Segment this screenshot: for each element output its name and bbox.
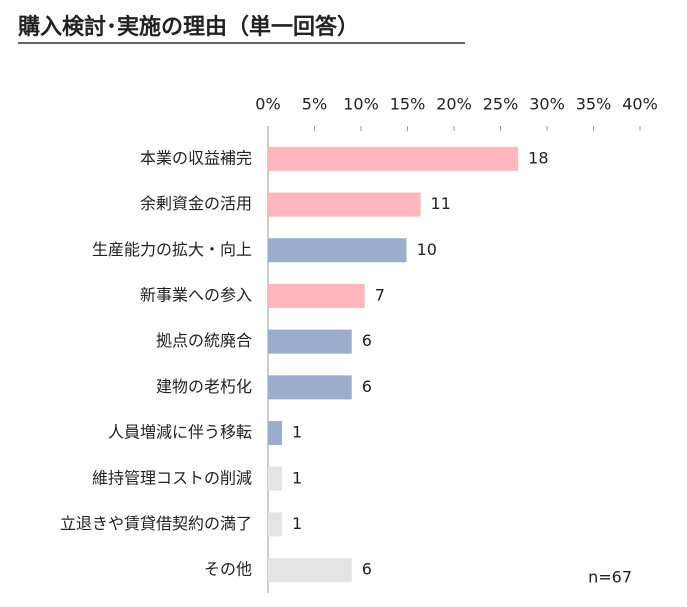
chart-title: 購入検討･実施の理由（単一回答）: [18, 14, 359, 40]
bar: [268, 375, 352, 400]
x-tick-label: 20%: [436, 95, 472, 114]
y-tick-label: 拠点の統廃合: [156, 331, 252, 350]
x-tick-label: 25%: [483, 95, 519, 114]
bar: [268, 192, 421, 217]
data-label: 11: [431, 194, 451, 213]
data-label: 1: [292, 514, 302, 533]
data-label: 6: [362, 331, 372, 350]
data-label: 7: [375, 285, 385, 304]
bar: [268, 466, 282, 491]
x-tick-label: 30%: [529, 95, 565, 114]
y-tick-label: 生産能力の拡大・向上: [92, 240, 252, 259]
y-tick-label: 人員増減に伴う移転: [108, 423, 252, 442]
y-tick-label: 維持管理コストの削減: [92, 468, 252, 487]
x-tick-label: 5%: [302, 95, 327, 114]
x-tick-label: 40%: [622, 95, 658, 114]
y-tick-label: 建物の老朽化: [156, 377, 252, 396]
bar: [268, 558, 352, 583]
x-tick-label: 35%: [576, 95, 612, 114]
data-label: 1: [292, 423, 302, 442]
y-tick-label: 新事業への参入: [140, 285, 252, 304]
bar: [268, 512, 282, 537]
bar: [268, 329, 352, 354]
data-label: 18: [528, 148, 548, 167]
x-tick-label: 0%: [255, 95, 280, 114]
y-tick-label: 余剰資金の活用: [140, 194, 252, 213]
x-tick-label: 10%: [343, 95, 379, 114]
y-tick-label: その他: [204, 560, 252, 579]
bar: [268, 238, 407, 263]
bar: [268, 146, 519, 171]
data-label: 6: [362, 377, 372, 396]
data-label: 10: [417, 240, 437, 259]
sample-size: n=67: [588, 568, 632, 587]
y-tick-label: 立退きや賃貸借契約の満了: [60, 514, 252, 533]
x-tick-label: 15%: [390, 95, 426, 114]
y-tick-label: 本業の収益補完: [140, 148, 252, 167]
data-label: 1: [292, 468, 302, 487]
data-label: 6: [362, 560, 372, 579]
bar: [268, 421, 282, 446]
bar: [268, 283, 365, 308]
